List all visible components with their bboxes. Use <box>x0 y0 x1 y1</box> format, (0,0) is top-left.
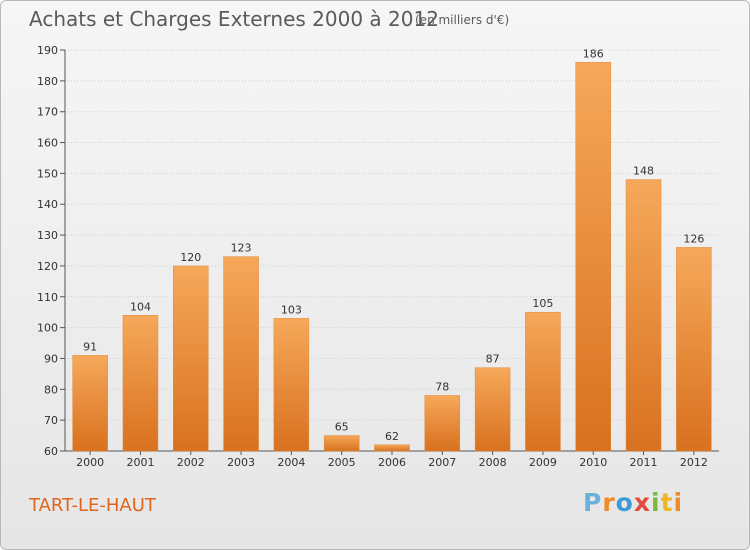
x-tick-label: 2000 <box>76 456 104 469</box>
y-tick-label: 60 <box>44 445 58 458</box>
y-tick-label: 100 <box>37 322 58 335</box>
x-tick-label: 2007 <box>428 456 456 469</box>
bar <box>474 367 511 452</box>
x-tick-label: 2006 <box>378 456 406 469</box>
x-tick-label: 2005 <box>328 456 356 469</box>
value-label: 103 <box>281 303 302 316</box>
value-label: 104 <box>130 300 151 313</box>
grid-lines <box>65 49 719 452</box>
x-tick-label: 2010 <box>579 456 607 469</box>
labels: 60 70 80 90 100 110 120 130 140 150 160 170 180 190 91… <box>37 44 708 469</box>
bars <box>72 62 712 452</box>
y-tick-label: 180 <box>37 75 58 88</box>
y-tick-label: 120 <box>37 260 58 273</box>
x-tick-label: 2002 <box>177 456 205 469</box>
bar <box>676 247 712 452</box>
y-tick-label: 80 <box>44 383 58 396</box>
y-tick-label: 160 <box>37 137 58 150</box>
bar <box>223 256 259 452</box>
bar <box>374 444 410 452</box>
value-label: 186 <box>583 47 604 60</box>
bar <box>575 62 611 452</box>
value-label: 62 <box>385 430 399 443</box>
x-tick-label: 2009 <box>529 456 557 469</box>
value-label: 126 <box>683 232 704 245</box>
value-label: 120 <box>180 251 201 264</box>
logo-letter: r <box>602 488 616 517</box>
bar <box>625 179 662 452</box>
logo-letter: x <box>633 488 651 517</box>
x-tick-label: 2012 <box>680 456 708 469</box>
value-label: 105 <box>532 297 553 310</box>
logo-letter: P <box>583 488 603 517</box>
y-tick-label: 130 <box>37 229 58 242</box>
logo-letter: i <box>673 488 684 517</box>
y-tick-label: 110 <box>37 291 58 304</box>
value-label: 65 <box>335 421 349 434</box>
value-label: 87 <box>486 353 500 366</box>
value-label: 123 <box>231 242 252 255</box>
y-tick-label: 150 <box>37 167 58 180</box>
bar <box>72 355 108 452</box>
proxiti-logo: Proxiti <box>583 488 683 517</box>
bar <box>525 311 561 452</box>
x-tick-label: 2004 <box>277 456 305 469</box>
x-tick-label: 2003 <box>227 456 255 469</box>
x-tick-label: 2008 <box>479 456 507 469</box>
y-tick-label: 90 <box>44 352 58 365</box>
y-tick-label: 70 <box>44 414 58 427</box>
y-tick-label: 170 <box>37 106 58 119</box>
bar <box>273 318 310 452</box>
value-label: 78 <box>435 380 449 393</box>
axes <box>60 49 719 455</box>
bar <box>323 435 360 452</box>
chart-title: Achats et Charges Externes 2000 à 2012 <box>29 7 439 31</box>
value-label: 148 <box>633 165 654 178</box>
logo-letter: o <box>615 488 634 517</box>
logo-letter: i <box>651 488 661 517</box>
place-name: TART-LE-HAUT <box>29 495 156 516</box>
bar <box>173 265 209 452</box>
logo-letter: t <box>660 488 674 517</box>
x-tick-label: 2011 <box>630 456 658 469</box>
y-tick-label: 140 <box>37 198 58 211</box>
x-tick-label: 2001 <box>126 456 154 469</box>
y-tick-label: 190 <box>37 44 58 57</box>
chart-unit: (en milliers d'€) <box>415 13 510 27</box>
bar <box>424 395 461 452</box>
bar <box>122 315 159 452</box>
value-label: 91 <box>83 340 97 353</box>
